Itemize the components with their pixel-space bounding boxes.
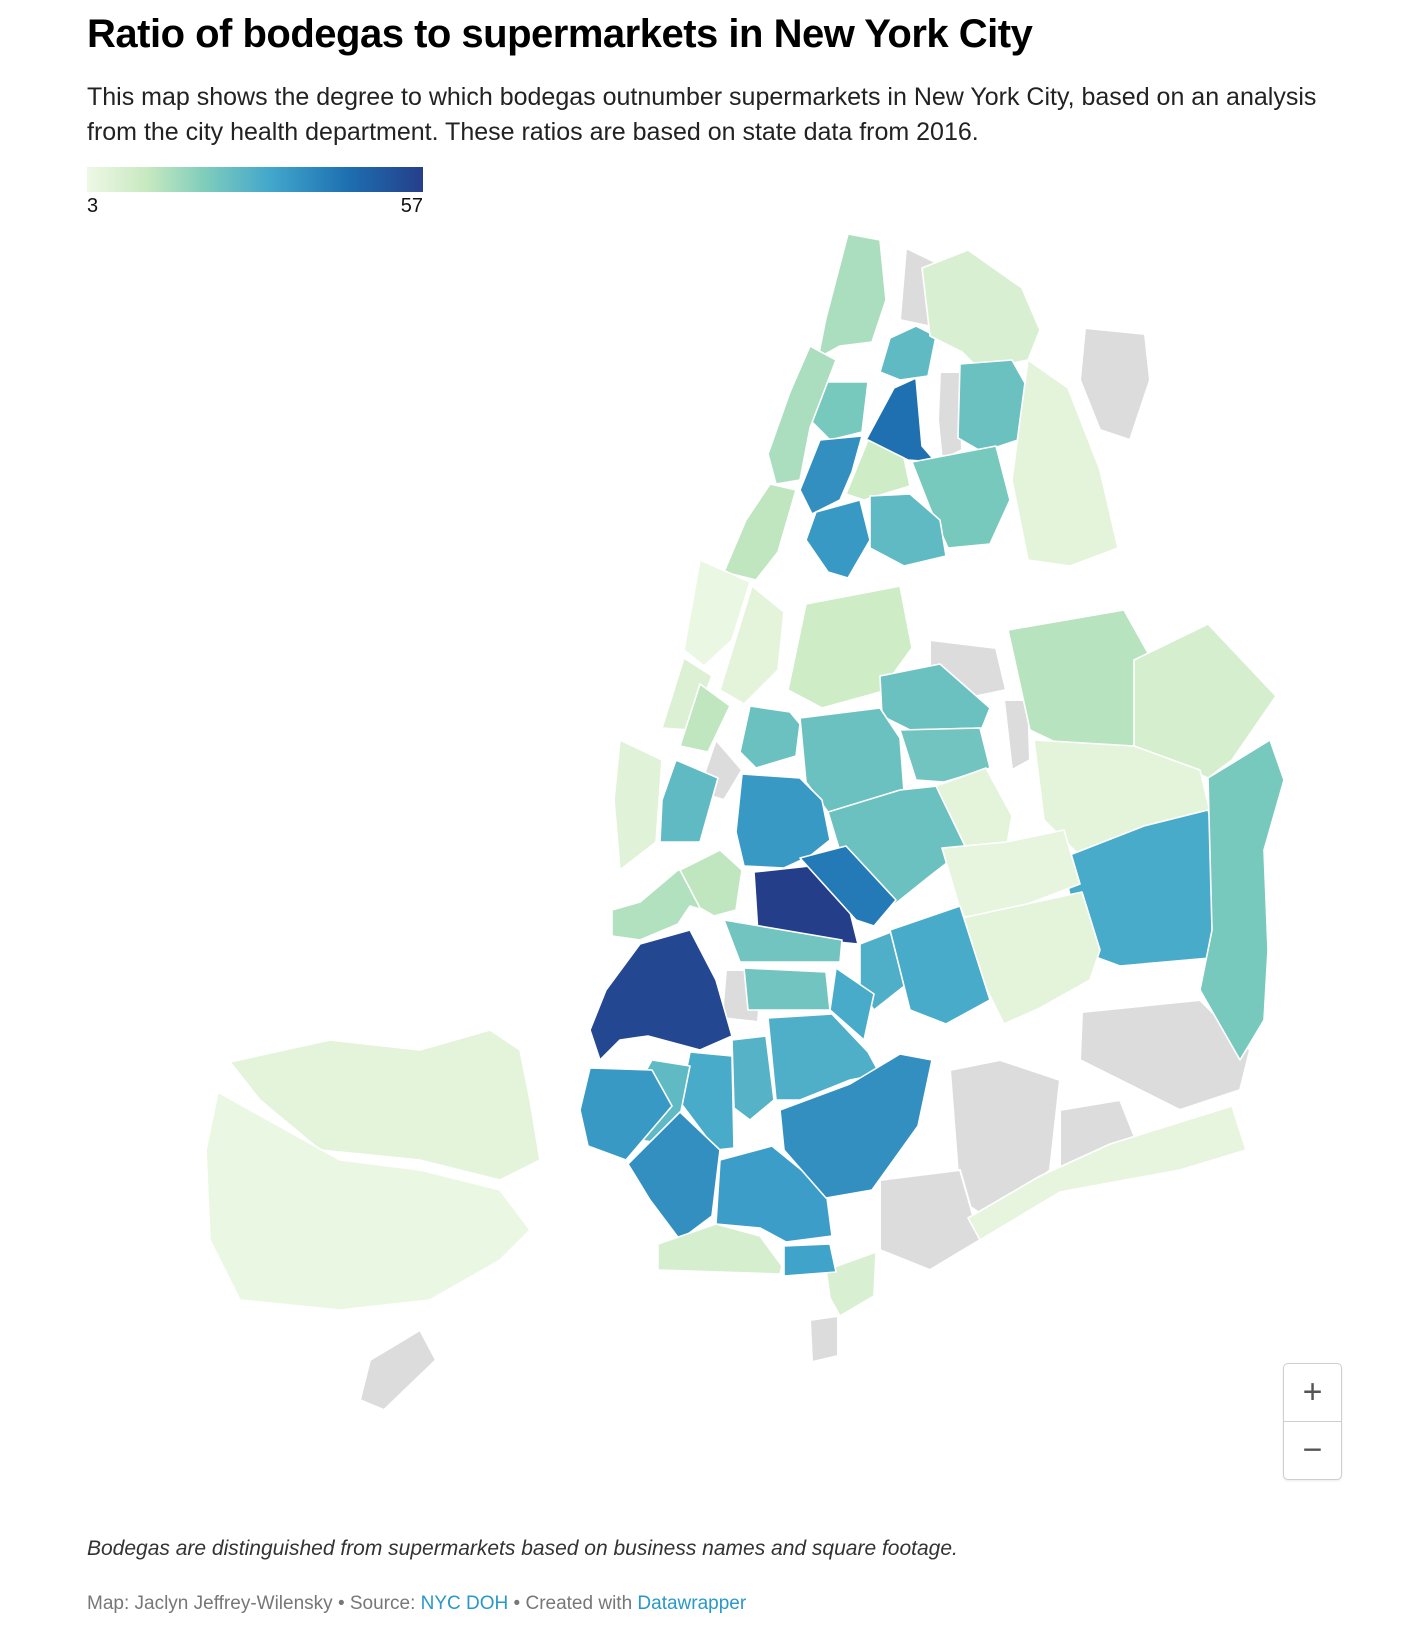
zoom-control: + − xyxy=(1283,1363,1342,1480)
district-queens[interactable] xyxy=(739,705,801,769)
district-bronx[interactable] xyxy=(1011,359,1119,567)
district-manhattan[interactable] xyxy=(613,739,663,871)
credits-prefix: Map: Jaclyn Jeffrey-Wilensky • Source: xyxy=(87,1593,421,1614)
district-brooklyn[interactable] xyxy=(753,865,859,945)
district-queens[interactable] xyxy=(1199,739,1285,1061)
zoom-out-button[interactable]: − xyxy=(1284,1421,1341,1479)
district-manhattan[interactable] xyxy=(723,483,797,581)
district-manhattan[interactable] xyxy=(679,683,731,753)
credits-mid: • Created with xyxy=(508,1593,638,1614)
source-link[interactable]: NYC DOH xyxy=(420,1593,509,1614)
district-brooklyn[interactable] xyxy=(723,919,843,963)
credits-footer: Map: Jaclyn Jeffrey-Wilensky • Source: N… xyxy=(87,1593,746,1615)
district-queens[interactable] xyxy=(967,1105,1247,1241)
color-legend: 3 57 xyxy=(87,167,423,217)
legend-max-label: 57 xyxy=(400,195,423,217)
district-bronx[interactable] xyxy=(879,325,937,381)
no-data-area xyxy=(1078,998,1252,1112)
datawrapper-link[interactable]: Datawrapper xyxy=(637,1593,747,1614)
no-data-area xyxy=(808,1314,839,1364)
district-manhattan[interactable] xyxy=(719,585,785,705)
district-queens[interactable] xyxy=(825,1251,877,1317)
chart-description: This map shows the degree to which bodeg… xyxy=(87,83,1317,146)
legend-gradient xyxy=(87,167,423,192)
zoom-in-button[interactable]: + xyxy=(1302,1373,1323,1411)
district-manhattan[interactable] xyxy=(767,345,837,485)
district-bronx[interactable] xyxy=(817,233,887,359)
district-brooklyn[interactable] xyxy=(829,967,875,1041)
district-brooklyn[interactable] xyxy=(579,1067,673,1161)
district-brooklyn[interactable] xyxy=(731,1035,775,1121)
district-brooklyn[interactable] xyxy=(743,967,831,1011)
district-bronx[interactable] xyxy=(869,493,947,567)
district-brooklyn[interactable] xyxy=(679,849,743,917)
district-brooklyn[interactable] xyxy=(889,905,991,1025)
no-data-area xyxy=(879,1168,982,1272)
district-manhattan[interactable] xyxy=(659,759,719,843)
district-staten-island[interactable] xyxy=(779,1053,933,1199)
district-staten-island[interactable] xyxy=(205,1091,531,1311)
district-queens[interactable] xyxy=(935,767,1013,851)
district-brooklyn[interactable] xyxy=(799,845,897,927)
district-bronx[interactable] xyxy=(805,499,871,579)
chart-title: Ratio of bodegas to supermarkets in New … xyxy=(87,12,1033,56)
district-brooklyn[interactable] xyxy=(589,929,733,1061)
no-data-area xyxy=(1078,326,1152,442)
legend-min-label: 3 xyxy=(87,195,99,217)
no-data-area xyxy=(1002,699,1032,772)
nyc-choropleth-map[interactable] xyxy=(0,220,1402,1510)
district-brooklyn[interactable] xyxy=(657,1223,783,1275)
district-brooklyn[interactable] xyxy=(715,1145,833,1243)
district-brooklyn[interactable] xyxy=(783,1243,837,1277)
community-districts xyxy=(205,233,1285,1317)
district-bronx[interactable] xyxy=(799,435,863,515)
district-staten-island[interactable] xyxy=(229,1029,541,1181)
no-data-area xyxy=(358,1328,438,1412)
district-bronx[interactable] xyxy=(921,249,1041,371)
footnote: Bodegas are distinguished from supermark… xyxy=(87,1537,958,1560)
district-manhattan[interactable] xyxy=(683,559,751,667)
district-brooklyn[interactable] xyxy=(627,1111,721,1241)
district-bronx[interactable] xyxy=(845,439,911,501)
